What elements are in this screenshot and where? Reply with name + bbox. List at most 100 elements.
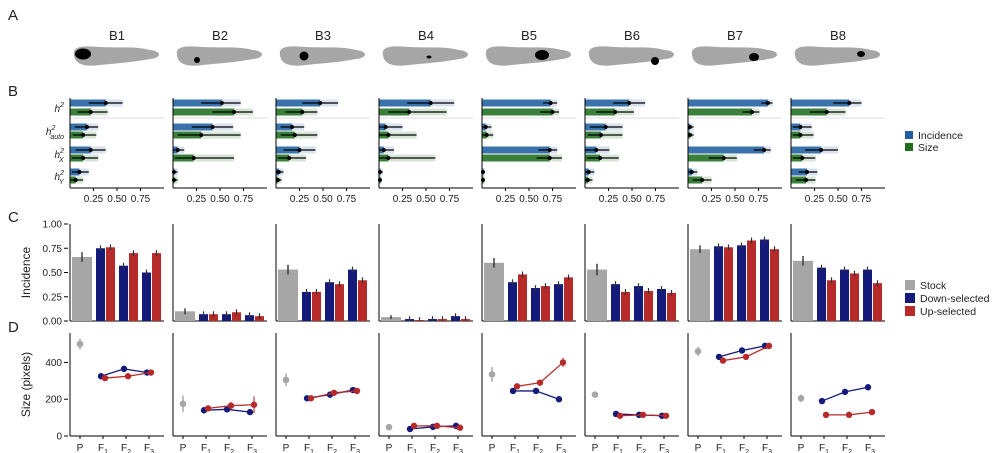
up-selected-bar [152, 253, 161, 321]
block-title-3: B3 [315, 28, 331, 43]
point-estimate [300, 110, 305, 114]
y-tick-label: 1.00 [43, 220, 63, 231]
down-selected-bar [199, 314, 208, 321]
point-estimate [407, 110, 412, 114]
point-estimate [73, 178, 78, 182]
down-selected-bar [119, 265, 128, 321]
point-estimate [598, 156, 603, 160]
wing-spot-5 [535, 50, 549, 60]
down-selected-bar [817, 267, 826, 321]
x-tick-label: 0.50 [313, 194, 333, 205]
stock-point [282, 376, 290, 384]
point-estimate [804, 178, 809, 182]
x-tick-label: 0.25 [393, 194, 413, 205]
up-selected-bar [106, 247, 115, 321]
x-tick-label: 0.75 [749, 194, 769, 205]
point-estimate [483, 125, 488, 129]
point-estimate [547, 148, 552, 152]
x-tick-label: 0.50 [210, 194, 230, 205]
size-bar [688, 154, 724, 162]
x-tick-label: 0.75 [646, 194, 666, 205]
point-estimate [175, 148, 180, 152]
point-estimate [824, 110, 829, 114]
point-estimate [386, 133, 391, 137]
up-selected-point [559, 359, 567, 366]
x-tick-label: F1 [407, 443, 417, 453]
legend-swatch-incidence [905, 131, 913, 139]
point-estimate [585, 178, 590, 182]
x-tick-label: P [695, 443, 702, 453]
x-tick-label: F2 [224, 443, 234, 453]
up-selected-point [639, 411, 647, 419]
point-estimate [765, 101, 770, 105]
incidence-bar [276, 99, 321, 107]
point-estimate [627, 101, 632, 105]
down-selected-bar [657, 288, 666, 321]
block-title-5: B5 [521, 28, 537, 43]
block-title-8: B8 [830, 28, 846, 43]
up-selected-bar [209, 314, 218, 321]
up-selected-bar [850, 273, 859, 321]
wing-shape-7 [691, 46, 777, 66]
incidence-bar [482, 99, 551, 107]
x-tick-label: 0.75 [543, 194, 563, 205]
x-tick-label: 0.50 [725, 194, 745, 205]
block-title-6: B6 [624, 28, 640, 43]
size-bar [482, 108, 553, 116]
x-tick-label: P [386, 443, 393, 453]
point-estimate [289, 125, 294, 129]
point-estimate [847, 101, 852, 105]
x-tick-label: 0.25 [84, 194, 104, 205]
up-selected-point [433, 422, 441, 430]
up-selected-bar [129, 253, 138, 321]
block-title-4: B4 [418, 28, 434, 43]
legend-swatch-up-selected [905, 306, 915, 316]
legend-label-incidence: Incidence [918, 130, 963, 142]
stock-point [179, 400, 187, 408]
legend-label-stock: Stock [920, 280, 947, 292]
wing-spot-7 [749, 53, 759, 61]
point-estimate [386, 156, 391, 160]
point-estimate [219, 101, 224, 105]
x-tick-label: 0.75 [131, 194, 151, 205]
x-tick-label: F1 [304, 443, 314, 453]
wing-shape-3 [279, 46, 365, 66]
legend-label-size: Size [918, 142, 939, 154]
up-selected-point [719, 357, 727, 364]
legend-label-down-selected: Down-selected [920, 293, 990, 305]
point-estimate [804, 170, 809, 174]
down-selected-bar [222, 314, 231, 321]
stock-point [76, 340, 84, 348]
point-estimate [199, 133, 204, 137]
incidence-bar [688, 146, 765, 154]
up-selected-point [330, 389, 338, 396]
up-selected-bar [335, 284, 344, 321]
down-selected-bar [714, 246, 723, 321]
row-label-1: h2 [55, 102, 65, 115]
point-estimate [687, 125, 692, 129]
incidence-bar [173, 99, 222, 107]
point-estimate [275, 178, 280, 182]
x-tick-label: F3 [144, 443, 154, 453]
up-selected-bar [770, 249, 779, 321]
down-selected-point [246, 408, 254, 416]
block-title-7: B7 [727, 28, 743, 43]
x-tick-label: F3 [453, 443, 463, 453]
up-selected-point [822, 411, 830, 419]
point-estimate [103, 101, 108, 105]
point-estimate [603, 125, 608, 129]
point-estimate [800, 156, 805, 160]
x-tick-label: 0.75 [852, 194, 872, 205]
up-selected-bar [747, 240, 756, 321]
up-selected-point [845, 411, 853, 419]
stock-bar [690, 249, 710, 321]
y-tick-label: 400 [45, 358, 62, 369]
incidence-bar [379, 99, 431, 107]
incidence-bar [70, 99, 106, 107]
point-estimate [550, 110, 555, 114]
x-tick-label: 0.25 [290, 194, 310, 205]
x-tick-label: F1 [613, 443, 623, 453]
point-estimate [318, 101, 323, 105]
up-selected-point [101, 374, 109, 382]
